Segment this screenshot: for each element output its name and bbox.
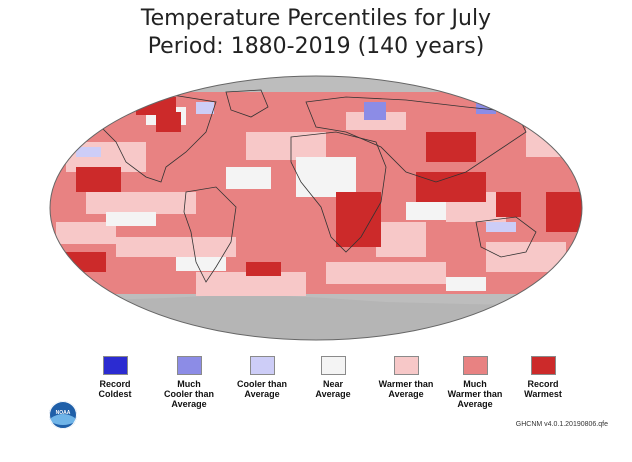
legend-swatch bbox=[393, 356, 419, 375]
legend-swatch bbox=[462, 356, 488, 375]
near-average-patches bbox=[106, 107, 486, 291]
legend-record-warmest: Record Warmest bbox=[511, 356, 575, 399]
record-warmest-patches bbox=[66, 97, 582, 276]
map-subtitle: Period: 1880-2019 (140 years) bbox=[147, 34, 485, 59]
legend-warmer: Warmer than Average bbox=[374, 356, 438, 399]
legend-near: Near Average bbox=[301, 356, 365, 399]
arctic-missing bbox=[50, 76, 582, 92]
world-percentile-map bbox=[49, 75, 583, 341]
legend-cooler: Cooler than Average bbox=[230, 356, 294, 399]
legend-much-cooler: Much Cooler than Average bbox=[157, 356, 221, 409]
map-title: Temperature Percentiles for July bbox=[140, 6, 492, 31]
legend-much-warmer: Much Warmer than Average bbox=[443, 356, 507, 409]
legend-record-coldest: Record Coldest bbox=[83, 356, 147, 399]
legend-swatch bbox=[320, 356, 346, 375]
legend-swatch bbox=[176, 356, 202, 375]
cooler-patches bbox=[76, 102, 516, 232]
noaa-logo-icon: NOAA bbox=[49, 401, 77, 429]
legend-swatch bbox=[530, 356, 556, 375]
legend-swatch bbox=[102, 356, 128, 375]
svg-text:NOAA: NOAA bbox=[56, 410, 71, 416]
legend-swatch bbox=[249, 356, 275, 375]
continent-outlines bbox=[100, 89, 537, 283]
data-source-label: GHCNM v4.0.1.20190806.qfe bbox=[515, 421, 608, 428]
